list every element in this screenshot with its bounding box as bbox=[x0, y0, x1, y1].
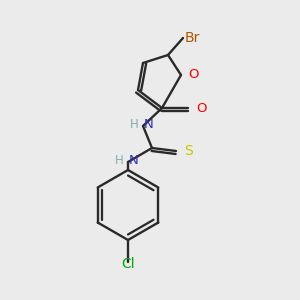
Text: H: H bbox=[130, 118, 139, 131]
Text: N: N bbox=[144, 118, 154, 131]
Text: H: H bbox=[115, 154, 124, 167]
Text: O: O bbox=[188, 68, 199, 82]
Text: Cl: Cl bbox=[121, 257, 135, 271]
Text: Br: Br bbox=[185, 31, 200, 45]
Text: S: S bbox=[184, 144, 193, 158]
Text: O: O bbox=[196, 101, 206, 115]
Text: N: N bbox=[129, 154, 139, 167]
